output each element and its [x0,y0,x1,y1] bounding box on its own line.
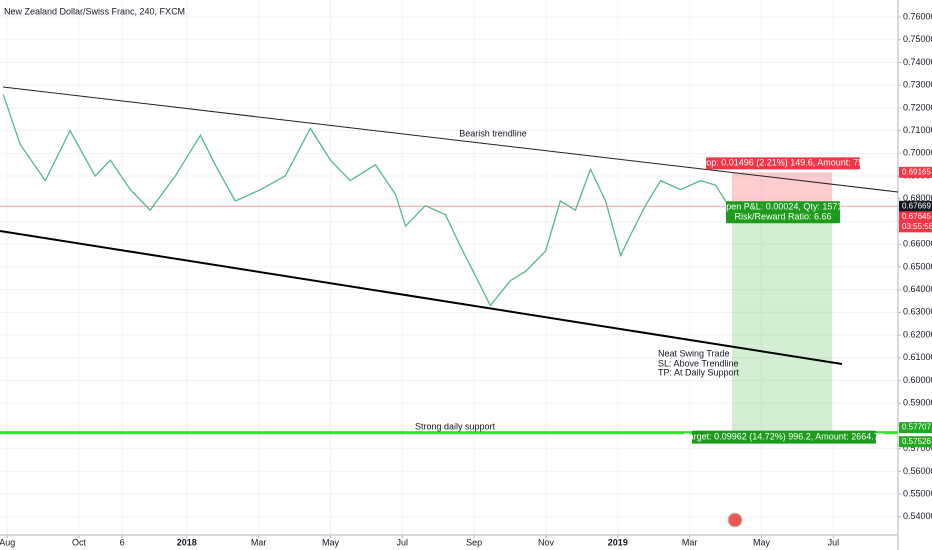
stop-label-box [706,157,860,170]
price-label: 0.67669 [902,201,931,210]
grid [0,0,898,535]
price-label: 0.67645 [902,212,931,221]
target-label: Target: 0.09962 (14.72%) 996.2, Amount: … [684,431,884,441]
target-zone [732,206,832,433]
countdown-box [899,221,932,233]
price-label: 0.57526 [902,437,931,446]
lower-trendline [0,230,843,365]
y-tick-label: 0.76000 [903,11,932,21]
x-tick-label: May [753,537,771,547]
x-tick-label: 2019 [608,537,628,547]
x-tick-label: Aug [0,537,15,547]
pnl-label-box [726,201,840,224]
x-tick-label: Oct [72,537,87,547]
price-label-box [899,166,932,178]
x-tick-label: May [322,537,340,547]
x-tick-label: 6 [120,537,125,547]
annotation: Bearish trendline [459,128,527,138]
bearish-trendline [2,86,899,193]
x-tick-label: Mar [251,537,267,547]
annotation: SL: Above Trendline [658,358,739,368]
x-tick-label: 2018 [177,537,197,547]
chart-title: New Zealand Dollar/Swiss Franc, 240, FXC… [4,6,185,16]
pnl-label: Open P&L: 0.00024, Qty: 15711 [719,202,846,212]
x-tick-label: Jul [828,537,840,547]
x-tick-label: Jul [397,537,409,547]
price-label-box [899,211,932,223]
x-tick-label: Nov [538,537,555,547]
event-icon[interactable] [727,512,743,528]
price-label-box [899,436,932,448]
price-label: 0.57707 [902,423,931,432]
price-label-box [899,422,932,434]
stop-label: Stop: 0.01496 (2.21%) 149.6, Amount: 750 [698,158,869,168]
rr-label: Risk/Reward Ratio: 6.66 [734,212,831,222]
annotation: Strong daily support [415,421,496,431]
annotation: TP: At Daily Support [658,367,740,377]
price-label: 0.69165 [902,167,931,176]
price-line [2,94,730,307]
annotation: Neat Swing Trade [658,348,730,358]
countdown: 03:55:58 [902,222,932,231]
x-tick-label: Mar [682,537,698,547]
price-label-box [899,200,932,212]
target-label-box [692,430,876,444]
x-tick-label: Sep [466,537,482,547]
